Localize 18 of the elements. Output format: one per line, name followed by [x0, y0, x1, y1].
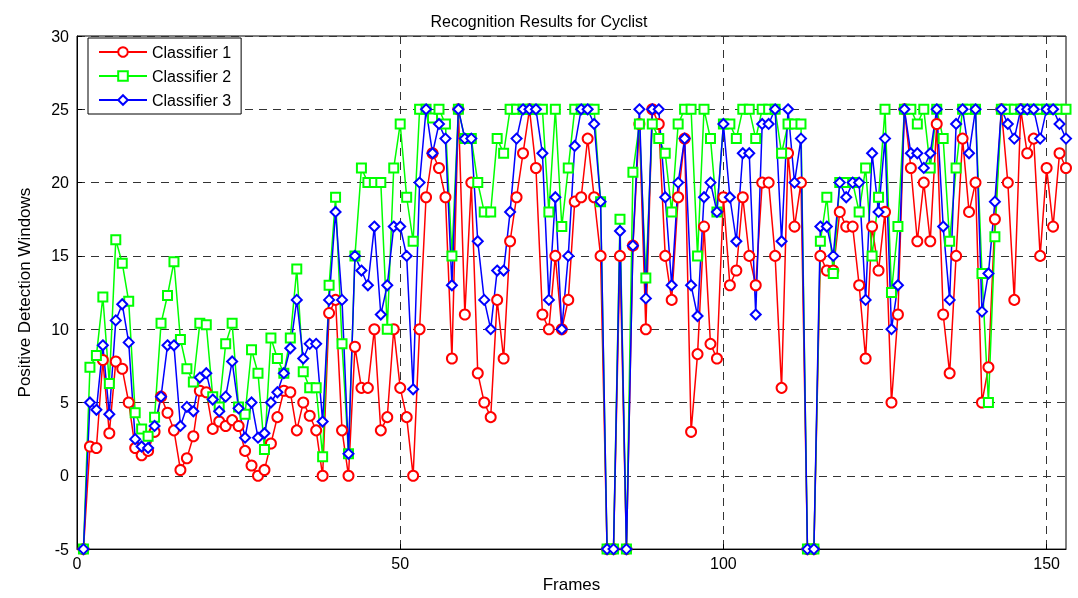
y-tick-label: 25	[51, 100, 70, 118]
y-tick-label: 0	[60, 467, 70, 485]
y-tick-label: 10	[51, 320, 70, 338]
chart-title: Recognition Results for Cyclist	[430, 12, 649, 30]
y-tick-label: 30	[51, 27, 70, 45]
y-tick-label: 20	[51, 174, 70, 192]
x-tick-label: 150	[1033, 554, 1061, 572]
x-tick-label: 100	[710, 554, 737, 572]
y-tick-label: 15	[51, 247, 70, 265]
x-tick-label: 0	[72, 554, 82, 572]
legend-label: Classifier 2	[152, 67, 232, 85]
legend-label: Classifier 1	[152, 43, 232, 61]
y-tick-label: -5	[54, 540, 70, 558]
x-tick-label: 50	[391, 554, 410, 572]
y-axis-title: Positive Detection Windows	[15, 187, 34, 398]
y-tick-label: 5	[60, 394, 70, 411]
legend-label: Classifier 3	[152, 91, 232, 109]
x-axis-title: Frames	[542, 575, 601, 594]
